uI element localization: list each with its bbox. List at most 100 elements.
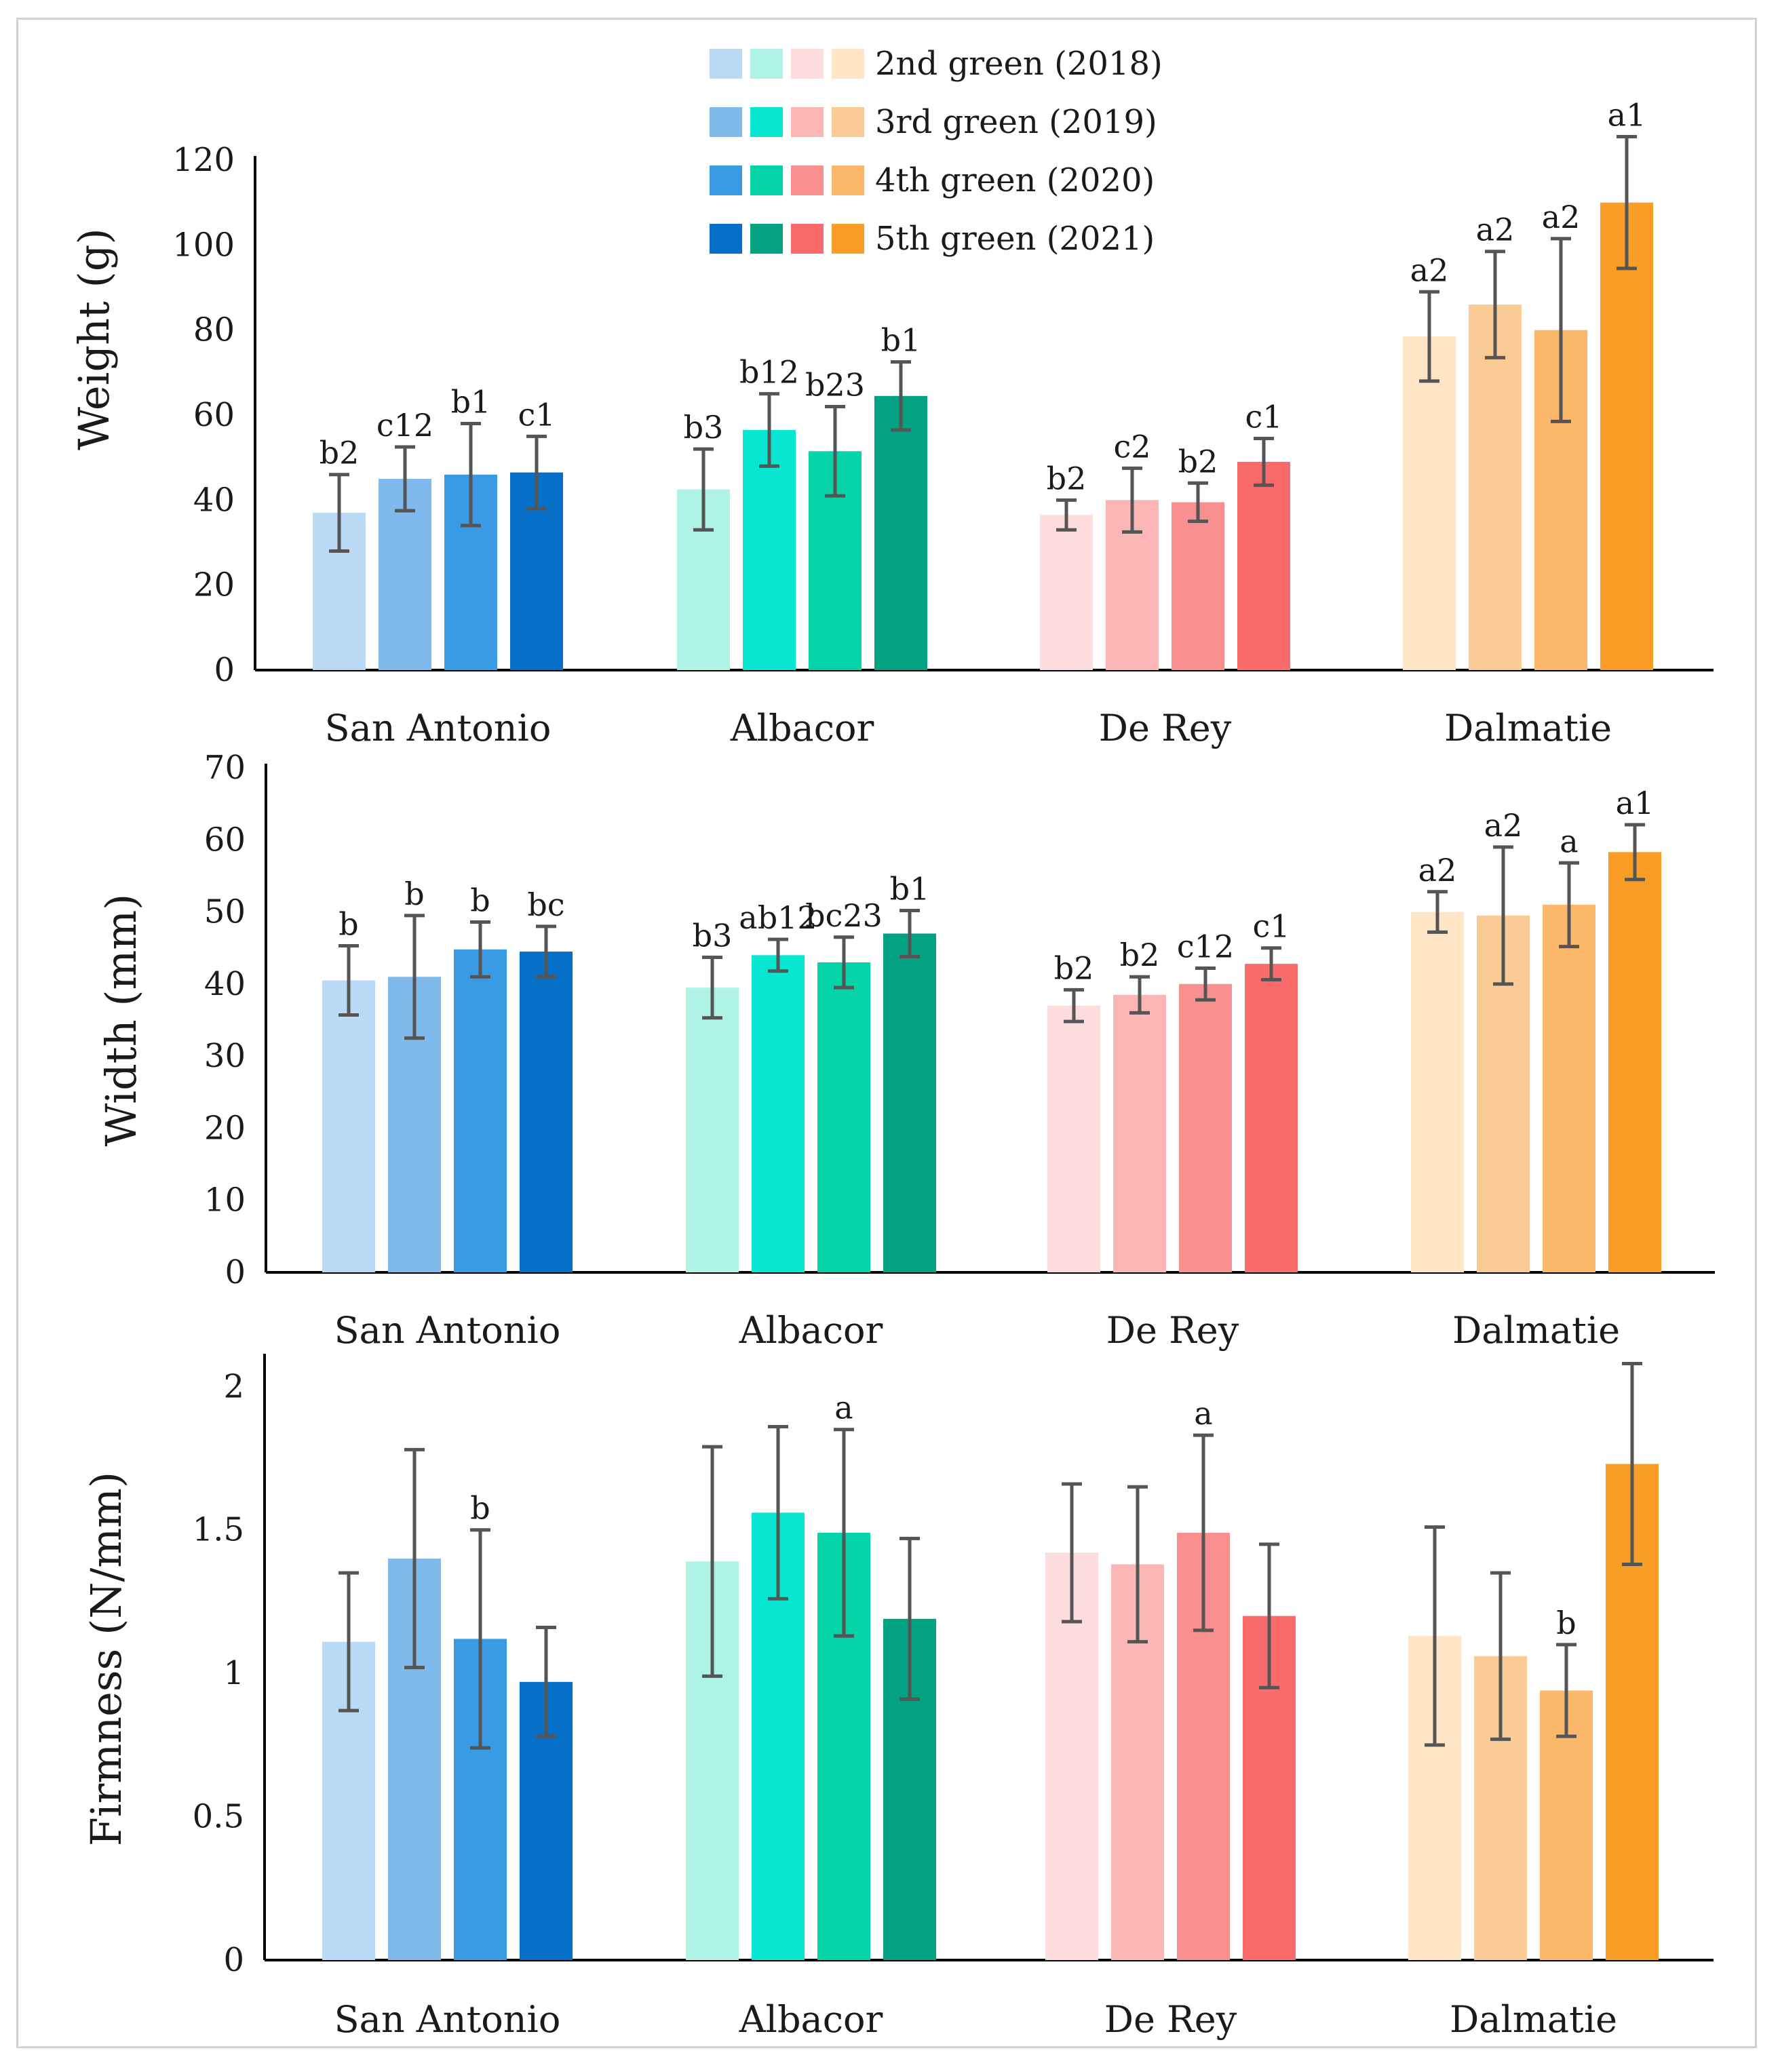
y-axis-label: Firmness (N/mm) bbox=[81, 1472, 131, 1846]
significance-label: a bbox=[1560, 823, 1578, 859]
legend-swatch-de-rey-2nd-green-2018 bbox=[791, 49, 824, 79]
y-axis-label: Weight (g) bbox=[69, 228, 119, 450]
category-label-de-rey: De Rey bbox=[1106, 1309, 1239, 1352]
y-tick-label: 0 bbox=[214, 651, 235, 689]
y-tick-label: 20 bbox=[204, 1109, 246, 1147]
bar-dalmatie-5th-green-2021 bbox=[1608, 852, 1661, 1272]
category-label-albacor: Albacor bbox=[739, 1998, 883, 2041]
chart-panel-firmness-n-mm: 0 0.5 1 1.5 2 Firmness (N/mm) b San Antonio a Alb… bbox=[81, 1354, 1714, 2041]
legend-swatch-albacor-4th-green-2020 bbox=[750, 165, 783, 195]
chart-panel-width-mm: 0 10 20 30 40 50 60 70 Width (mm) b b b bc San Antoni… bbox=[96, 749, 1715, 1352]
category-label-dalmatie: Dalmatie bbox=[1444, 707, 1612, 749]
y-tick-label: 0 bbox=[223, 1941, 244, 1979]
bar-albacor-2nd-green-2018 bbox=[686, 988, 739, 1272]
legend-swatch-dalmatie-3rd-green-2019 bbox=[832, 107, 864, 137]
y-tick-label: 80 bbox=[193, 311, 235, 349]
bar-de-rey-5th-green-2021 bbox=[1245, 964, 1298, 1272]
y-tick-label: 120 bbox=[172, 141, 235, 179]
significance-label: b bbox=[470, 1490, 490, 1527]
bar-albacor-5th-green-2021 bbox=[874, 395, 927, 670]
significance-label: c1 bbox=[518, 396, 555, 433]
y-tick-label: 100 bbox=[172, 226, 235, 264]
legend-swatch-albacor-2nd-green-2018 bbox=[750, 49, 783, 79]
category-label-dalmatie: Dalmatie bbox=[1450, 1998, 1617, 2041]
significance-label: b2 bbox=[1120, 937, 1160, 973]
bar-dalmatie-2nd-green-2018 bbox=[1411, 912, 1464, 1272]
bar-albacor-5th-green-2021 bbox=[883, 933, 936, 1272]
significance-label: c12 bbox=[376, 407, 433, 444]
y-axis-label: Width (mm) bbox=[96, 894, 146, 1147]
category-label-albacor: Albacor bbox=[739, 1309, 883, 1352]
legend-swatch-de-rey-3rd-green-2019 bbox=[791, 107, 824, 137]
significance-label: a2 bbox=[1476, 212, 1515, 248]
category-label-de-rey: De Rey bbox=[1104, 1998, 1237, 2041]
y-tick-label: 1 bbox=[223, 1654, 244, 1692]
significance-label: b1 bbox=[890, 870, 930, 907]
bar-albacor-4th-green-2020 bbox=[817, 962, 870, 1272]
legend-swatch-de-rey-5th-green-2021 bbox=[791, 224, 824, 254]
figure-frame bbox=[16, 18, 1757, 2048]
significance-label: b bbox=[404, 876, 424, 912]
legend-swatch-de-rey-4th-green-2020 bbox=[791, 165, 824, 195]
bar-dalmatie-3rd-green-2019 bbox=[1469, 305, 1522, 671]
y-tick-label: 50 bbox=[204, 893, 246, 931]
legend-swatch-albacor-3rd-green-2019 bbox=[750, 107, 783, 137]
legend-swatch-dalmatie-2nd-green-2018 bbox=[832, 49, 864, 79]
bar-de-rey-4th-green-2020 bbox=[1179, 983, 1232, 1272]
bar-de-rey-3rd-green-2019 bbox=[1113, 994, 1166, 1272]
legend-entry-5th-green-2021: 5th green (2021) bbox=[875, 220, 1155, 258]
legend-entry-2nd-green-2018: 2nd green (2018) bbox=[875, 45, 1163, 83]
legend-swatch-san-antonio-2nd-green-2018 bbox=[710, 49, 742, 79]
significance-label: b2 bbox=[1047, 460, 1087, 496]
bar-de-rey-4th-green-2020 bbox=[1172, 502, 1224, 670]
bar-dalmatie-4th-green-2020 bbox=[1543, 904, 1595, 1272]
legend: 2nd green (2018) 3rd green (2019) 4th gree… bbox=[710, 45, 1163, 258]
category-label-san-antonio: San Antonio bbox=[334, 1998, 561, 2041]
significance-label: a bbox=[1194, 1395, 1212, 1432]
significance-label: bc23 bbox=[805, 897, 883, 934]
y-tick-label: 40 bbox=[193, 481, 235, 519]
y-tick-label: 60 bbox=[204, 821, 246, 859]
legend-swatch-san-antonio-4th-green-2020 bbox=[710, 165, 742, 195]
significance-label: b bbox=[470, 882, 490, 918]
significance-label: b1 bbox=[451, 384, 491, 421]
significance-label: b2 bbox=[320, 435, 360, 471]
significance-label: b3 bbox=[684, 409, 724, 446]
significance-label: a1 bbox=[1616, 785, 1655, 821]
y-tick-label: 10 bbox=[204, 1181, 246, 1219]
category-label-dalmatie: Dalmatie bbox=[1452, 1309, 1620, 1352]
legend-entry-4th-green-2020: 4th green (2020) bbox=[875, 161, 1155, 199]
y-tick-label: 0.5 bbox=[193, 1798, 244, 1836]
significance-label: c12 bbox=[1177, 928, 1234, 964]
significance-label: b bbox=[1556, 1605, 1576, 1641]
category-label-albacor: Albacor bbox=[730, 707, 874, 749]
significance-label: a1 bbox=[1608, 97, 1646, 134]
significance-label: c2 bbox=[1113, 428, 1150, 465]
bar-de-rey-5th-green-2021 bbox=[1237, 461, 1290, 670]
significance-label: a2 bbox=[1484, 807, 1523, 844]
y-tick-label: 30 bbox=[204, 1037, 246, 1075]
y-tick-label: 2 bbox=[223, 1367, 244, 1405]
significance-label: bc bbox=[527, 886, 564, 923]
bar-dalmatie-2nd-green-2018 bbox=[1403, 336, 1456, 670]
significance-label: c1 bbox=[1245, 398, 1282, 435]
significance-label: b bbox=[338, 906, 358, 943]
legend-swatch-albacor-5th-green-2021 bbox=[750, 224, 783, 254]
legend-entry-3rd-green-2019: 3rd green (2019) bbox=[875, 103, 1157, 141]
significance-label: a2 bbox=[1542, 199, 1581, 235]
significance-label: b12 bbox=[739, 354, 799, 391]
y-tick-label: 70 bbox=[204, 749, 246, 787]
chart-panel-weight-g: 0 20 40 60 80 100 120 Weight (g) b2 c12 b1 c1 San An… bbox=[69, 97, 1714, 749]
significance-label: b2 bbox=[1178, 443, 1218, 480]
significance-label: a bbox=[834, 1390, 853, 1426]
significance-label: b2 bbox=[1054, 950, 1094, 986]
legend-swatch-san-antonio-5th-green-2021 bbox=[710, 224, 742, 254]
y-tick-label: 20 bbox=[193, 566, 235, 604]
legend-swatch-san-antonio-3rd-green-2019 bbox=[710, 107, 742, 137]
bar-albacor-3rd-green-2019 bbox=[743, 429, 796, 670]
bar-dalmatie-5th-green-2021 bbox=[1600, 202, 1653, 671]
legend-swatch-dalmatie-5th-green-2021 bbox=[832, 224, 864, 254]
bar-de-rey-2nd-green-2018 bbox=[1040, 515, 1093, 670]
